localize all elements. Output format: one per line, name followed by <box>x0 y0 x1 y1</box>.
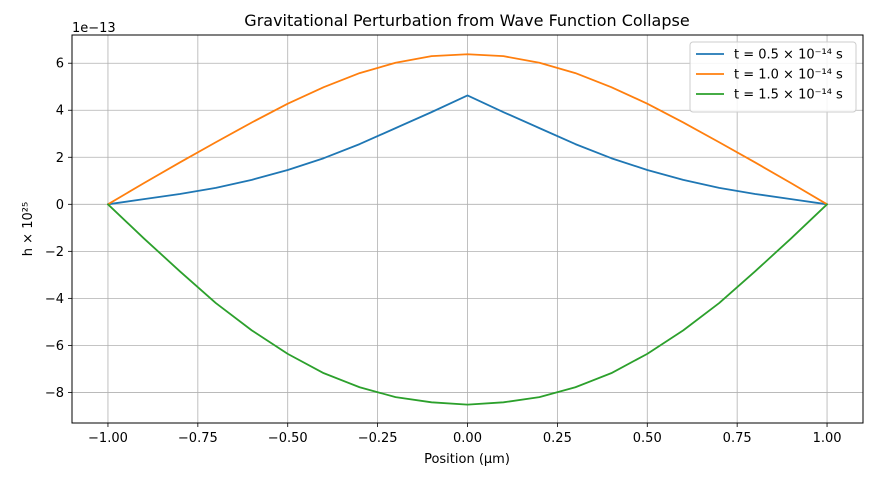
series-line-2 <box>107 53 828 206</box>
y-axis-label: h × 10²⁵ <box>21 202 36 256</box>
y-tick-label: −6 <box>45 339 64 354</box>
y-tick-label: 2 <box>56 151 64 166</box>
x-tick-label: 1.00 <box>813 431 842 446</box>
series-line-3 <box>107 203 828 406</box>
x-tick-label: −0.50 <box>268 431 308 446</box>
y-tick-label: −8 <box>45 386 64 401</box>
x-tick-label: 0.25 <box>543 431 572 446</box>
x-tick-label: 0.00 <box>453 431 482 446</box>
y-axis: −8 −6 −4 −2 0 2 4 6 <box>45 57 72 401</box>
chart-title: Gravitational Perturbation from Wave Fun… <box>244 11 689 30</box>
x-tick-label: −0.25 <box>358 431 398 446</box>
y-tick-label: 6 <box>56 57 64 72</box>
legend: t = 0.5 × 10⁻¹⁴ s t = 1.0 × 10⁻¹⁴ s t = 1.… <box>689 41 857 113</box>
x-tick-label: 0.75 <box>723 431 752 446</box>
y-tick-label: −4 <box>45 292 64 307</box>
x-tick-label: −1.00 <box>88 431 128 446</box>
legend-box <box>689 41 857 113</box>
x-tick-label: 0.50 <box>633 431 662 446</box>
series-line-1 <box>107 94 828 206</box>
y-tick-label: 4 <box>56 104 64 119</box>
y-tick-label: 0 <box>56 198 64 213</box>
x-axis: −1.00 −0.75 −0.50 −0.25 0.00 0.25 0.50 0.75 1.00 <box>88 423 842 446</box>
legend-label: t = 0.5 × 10⁻¹⁴ s <box>734 48 843 63</box>
y-offset-label: 1e−13 <box>72 21 116 36</box>
y-tick-label: −2 <box>45 245 64 260</box>
x-axis-label: Position (μm) <box>424 452 510 467</box>
series-layer <box>107 53 828 406</box>
legend-label: t = 1.5 × 10⁻¹⁴ s <box>734 88 843 103</box>
x-tick-label: −0.75 <box>178 431 218 446</box>
legend-label: t = 1.0 × 10⁻¹⁴ s <box>734 68 843 83</box>
